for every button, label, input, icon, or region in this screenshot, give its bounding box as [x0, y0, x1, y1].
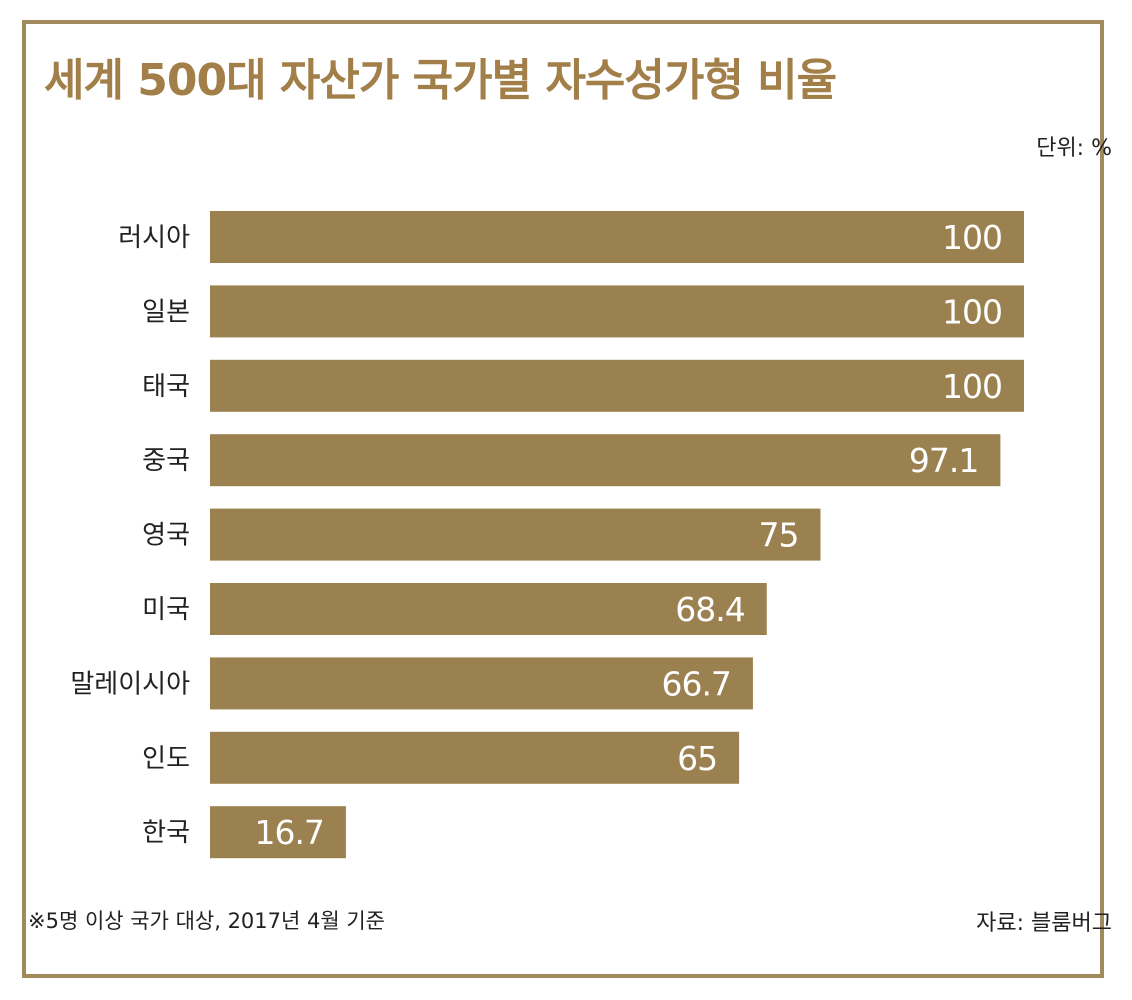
value-label: 100	[942, 292, 1002, 331]
value-label: 65	[677, 739, 717, 778]
value-label: 68.4	[675, 590, 744, 629]
category-label: 영국	[142, 521, 190, 551]
chart-frame	[22, 20, 1104, 978]
chart-title: 세계 500대 자산가 국가별 자수성가형 비율	[44, 55, 837, 106]
category-label: 미국	[142, 595, 190, 625]
value-label: 100	[942, 218, 1002, 257]
value-label: 100	[942, 367, 1002, 406]
category-label: 러시아	[118, 223, 190, 253]
source-label: 자료: 블룸버그	[976, 911, 1112, 936]
bar	[210, 434, 1001, 487]
bar	[210, 657, 753, 710]
category-label: 일본	[142, 297, 190, 327]
bar	[210, 806, 346, 859]
category-label: 중국	[142, 446, 190, 476]
category-label: 말레이시아	[70, 669, 190, 699]
footnote: ※5명 이상 국가 대상, 2017년 4월 기준	[28, 909, 386, 933]
bar	[210, 508, 821, 561]
category-label: 인도	[142, 744, 190, 774]
value-label: 97.1	[909, 441, 978, 480]
bar	[210, 211, 1024, 263]
bar	[210, 583, 767, 635]
bar	[210, 285, 1024, 338]
category-label: 태국	[142, 372, 190, 402]
value-label: 16.7	[254, 813, 323, 852]
value-label: 75	[759, 516, 799, 555]
value-label: 66.7	[661, 664, 730, 703]
unit-label: 단위: %	[1036, 136, 1112, 161]
bar	[210, 359, 1024, 412]
category-label: 한국	[142, 818, 190, 848]
bar	[210, 731, 740, 784]
